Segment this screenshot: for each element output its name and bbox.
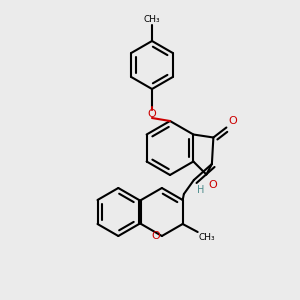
Text: CH₃: CH₃	[144, 15, 160, 24]
Text: CH₃: CH₃	[199, 233, 215, 242]
Text: O: O	[151, 231, 160, 241]
Text: H: H	[197, 185, 204, 195]
Text: O: O	[148, 109, 156, 119]
Text: O: O	[228, 116, 237, 125]
Text: O: O	[208, 179, 217, 190]
